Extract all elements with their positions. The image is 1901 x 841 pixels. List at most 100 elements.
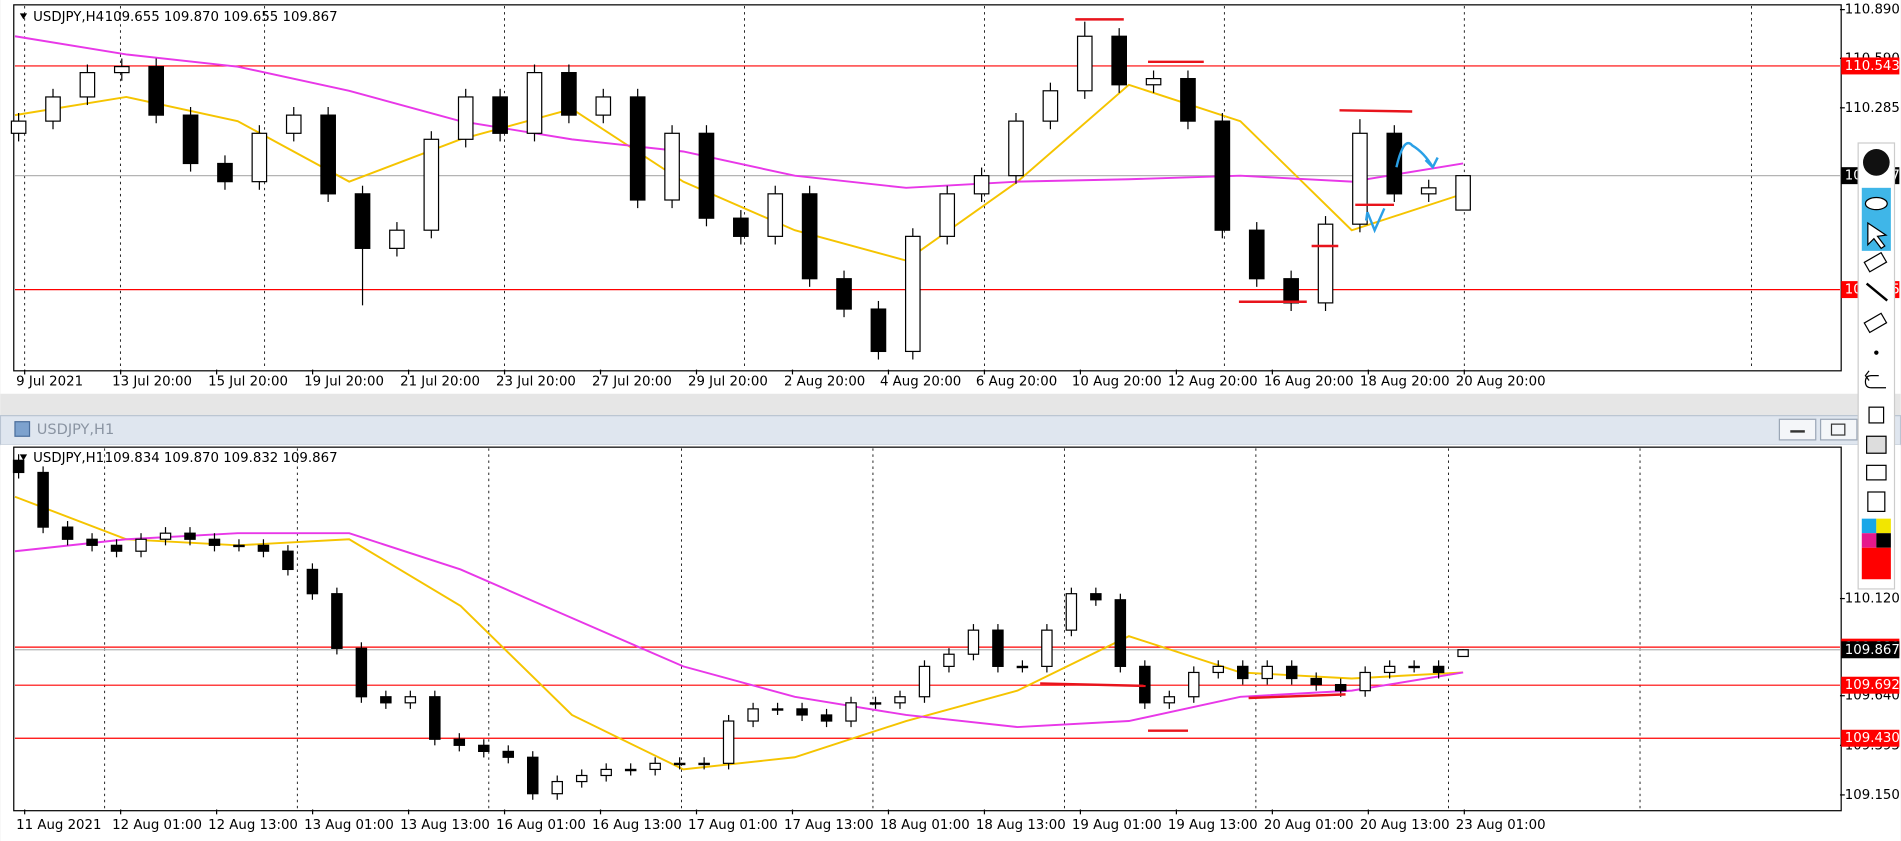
candle-body: [767, 193, 784, 237]
candle-body: [1334, 683, 1347, 692]
candle-body: [575, 774, 588, 783]
color-swatch[interactable]: [1876, 533, 1891, 548]
candle-body: [1214, 120, 1231, 231]
color-swatch[interactable]: [1861, 547, 1891, 580]
candle-body: [1065, 593, 1078, 631]
x-tick-label: 11 Aug 2021: [16, 818, 101, 833]
candle-body: [1212, 665, 1225, 674]
candle-body: [113, 65, 130, 74]
candle-body: [1420, 187, 1437, 195]
tool-pin[interactable]: [1862, 149, 1890, 176]
tool-dot[interactable]: [1874, 350, 1879, 355]
candle-body: [492, 96, 508, 134]
x-tick-label: 15 Jul 20:00: [208, 375, 288, 390]
x-tick-label: 2 Aug 20:00: [784, 375, 865, 390]
y-tick-label: 110.120: [1845, 592, 1900, 607]
current-price-tag: [1841, 641, 1900, 659]
candle-body: [771, 708, 784, 711]
candle-body: [135, 538, 147, 552]
candle-body: [894, 696, 906, 704]
minimize-button[interactable]: [1778, 418, 1817, 441]
candle-body: [595, 96, 612, 116]
annotation-line: [1248, 693, 1346, 700]
x-tick-label: 9 Jul 2021: [16, 375, 83, 390]
x-tick-label: 13 Jul 20:00: [112, 375, 192, 390]
tool-print[interactable]: [1866, 435, 1887, 454]
tool-notes[interactable]: [1867, 491, 1886, 512]
candle-body: [722, 720, 735, 764]
tool-line[interactable]: [1865, 282, 1889, 302]
candle-body: [869, 702, 882, 705]
candle-body: [836, 278, 852, 310]
candle-body: [389, 229, 405, 249]
candle-body: [1261, 665, 1273, 680]
candle-body: [1090, 593, 1102, 601]
tool-undo[interactable]: [1864, 370, 1887, 389]
candle-body: [159, 532, 172, 540]
candle-body: [1455, 175, 1471, 211]
color-swatch[interactable]: [1861, 518, 1877, 534]
candle-body: [251, 132, 268, 183]
candle-body: [551, 780, 563, 795]
header-ohlc: 109.834 109.870 109.832 109.867: [105, 451, 338, 466]
x-tick-label: 4 Aug 20:00: [880, 375, 961, 390]
color-swatch[interactable]: [1861, 533, 1877, 548]
candle-body: [1114, 599, 1127, 667]
candle-body: [1008, 120, 1024, 177]
candle-body: [845, 702, 857, 722]
x-tick-label: 19 Aug 01:00: [1072, 818, 1162, 833]
restore-button[interactable]: [1819, 418, 1858, 441]
x-tick-label: 10 Aug 20:00: [1072, 375, 1162, 390]
level-label: 109.692: [1845, 678, 1900, 693]
tool-cursor[interactable]: [1867, 221, 1888, 250]
candle-body: [1041, 629, 1053, 667]
x-tick-label: 6 Aug 20:00: [976, 375, 1057, 390]
candle-body: [870, 308, 887, 353]
header-marker: [19, 13, 28, 20]
moving-average: [14, 532, 1464, 729]
candle-body: [355, 647, 368, 698]
arrow: [1364, 207, 1386, 234]
candle-body: [354, 193, 371, 249]
candle-body: [217, 162, 233, 183]
candle-body: [1386, 132, 1403, 195]
x-tick-label: 12 Aug 01:00: [112, 818, 202, 833]
candle-body: [429, 696, 441, 740]
candle-body: [182, 114, 199, 165]
x-tick-label: 23 Aug 01:00: [1456, 818, 1546, 833]
candle-body: [380, 696, 392, 704]
color-swatch[interactable]: [1876, 518, 1891, 534]
candle-body: [1076, 35, 1093, 92]
x-tick-label: 27 Jul 20:00: [592, 375, 672, 390]
candle-body: [1016, 665, 1029, 669]
x-tick-label: 13 Aug 13:00: [400, 818, 490, 833]
candle-body: [10, 120, 27, 134]
h4-plot-frame: [13, 4, 1842, 372]
candle-body: [285, 114, 302, 134]
window-title: USDJPY,H1: [37, 422, 114, 438]
h1-title-bar: [0, 415, 1901, 446]
tool-camera[interactable]: [1866, 464, 1887, 481]
window-icon: [14, 421, 31, 437]
x-tick-label: 21 Jul 20:00: [400, 375, 480, 390]
level-label: 109.430: [1845, 731, 1900, 746]
x-tick-label: 20 Aug 13:00: [1360, 818, 1450, 833]
tool-eraser[interactable]: [1863, 251, 1888, 273]
candle-body: [306, 568, 319, 595]
candle-body: [664, 132, 680, 201]
candle-body: [1188, 671, 1200, 698]
candle-body: [698, 762, 710, 766]
header-symbol: USDJPY,H4: [33, 10, 104, 25]
x-tick-label: 12 Aug 13:00: [208, 818, 298, 833]
tool-eye[interactable]: [1864, 196, 1888, 211]
tool-delete[interactable]: [1868, 406, 1885, 424]
x-tick-label: 16 Aug 20:00: [1264, 375, 1354, 390]
candle-body: [943, 653, 955, 667]
h1-plot-frame: [13, 446, 1842, 812]
candle-body: [624, 768, 637, 772]
candle-body: [629, 96, 646, 201]
tool-eraser-all[interactable]: [1863, 312, 1888, 334]
candle-body: [184, 532, 196, 540]
